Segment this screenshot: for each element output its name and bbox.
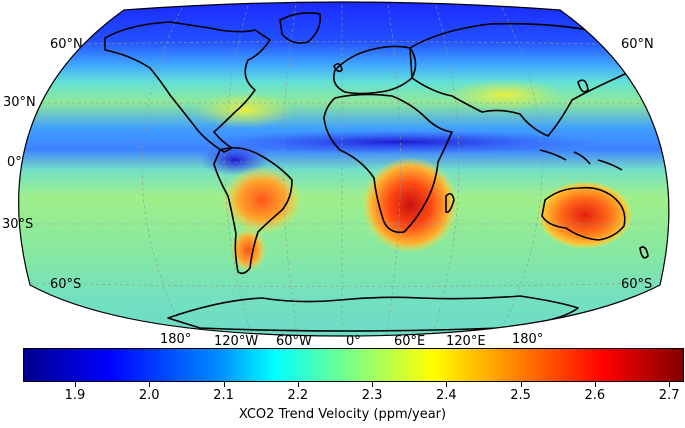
colorbar-tick-mark xyxy=(149,382,151,387)
lon-label-120w: 120°W xyxy=(214,334,259,349)
colorbar-tick-label: 2.3 xyxy=(361,388,383,403)
colorbar-tick-mark xyxy=(669,382,671,387)
lat-label-0-left: 0° xyxy=(7,155,22,170)
colorbar-tick-mark xyxy=(372,382,374,387)
lon-label-180-right: 180° xyxy=(512,332,544,347)
colorbar-tick-mark xyxy=(74,382,76,387)
lon-label-60e: 60°E xyxy=(394,334,426,349)
lat-label-60s-left: 60°S xyxy=(50,277,82,292)
colorbar-tick-mark xyxy=(594,382,596,387)
colorbar-tick-mark xyxy=(223,382,225,387)
lat-label-60n-left: 60°N xyxy=(50,37,83,52)
lon-label-120e: 120°E xyxy=(446,334,486,349)
colorbar-tick-label: 1.9 xyxy=(64,388,86,403)
colorbar-tick-mark xyxy=(297,382,299,387)
coastlines xyxy=(104,12,651,332)
colorbar-tick-label: 2.7 xyxy=(658,388,680,403)
lon-label-180-left: 180° xyxy=(160,332,192,347)
colorbar-tick-label: 2.1 xyxy=(213,388,234,403)
xco2-field xyxy=(18,2,669,336)
lat-label-30s-left: 30°S xyxy=(2,217,34,232)
lat-label-60s-right: 60°S xyxy=(621,277,653,292)
graticule xyxy=(29,4,656,336)
colorbar-tick-mark xyxy=(520,382,522,387)
lon-label-0: 0° xyxy=(346,334,361,349)
lon-label-60w: 60°W xyxy=(276,334,312,349)
globe-border xyxy=(18,1,670,337)
colorbar-tick-label: 2.2 xyxy=(287,388,309,403)
colorbar-tick-label: 2.0 xyxy=(138,388,160,403)
lat-label-30n-left: 30°N xyxy=(3,95,36,110)
colorbar-tick-label: 2.6 xyxy=(584,388,606,403)
colorbar xyxy=(23,348,684,382)
colorbar-label: XCO2 Trend Velocity (ppm/year) xyxy=(238,407,447,422)
lat-label-60n-right: 60°N xyxy=(621,37,654,52)
colorbar-tick-mark xyxy=(446,382,448,387)
colorbar-gradient xyxy=(23,348,684,382)
colorbar-tick-label: 2.5 xyxy=(510,388,531,403)
colorbar-tick-label: 2.4 xyxy=(435,388,457,403)
